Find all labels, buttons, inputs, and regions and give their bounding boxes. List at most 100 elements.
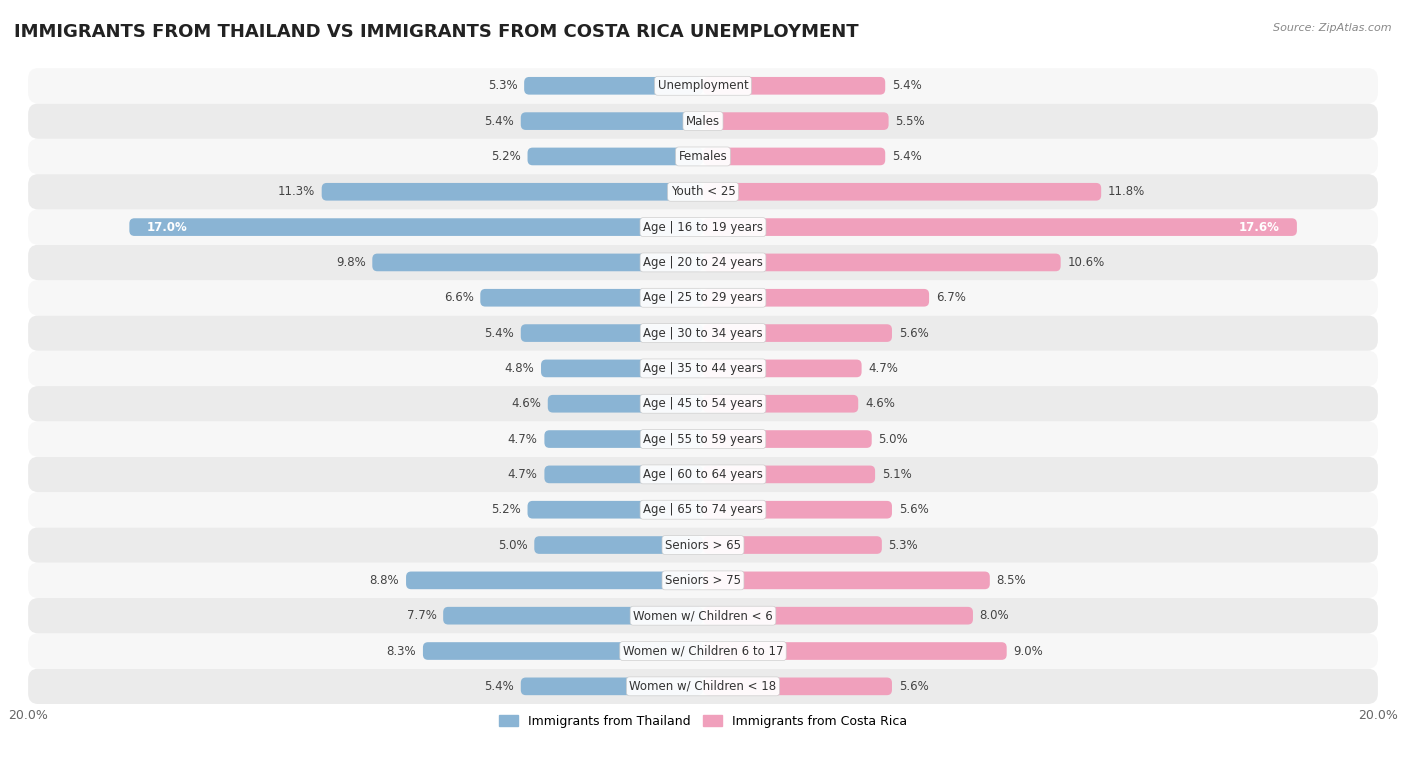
Text: 6.7%: 6.7% — [936, 291, 966, 304]
Text: 5.4%: 5.4% — [484, 114, 515, 128]
Text: 7.7%: 7.7% — [406, 609, 436, 622]
FancyBboxPatch shape — [703, 218, 1296, 236]
FancyBboxPatch shape — [524, 77, 703, 95]
Text: 17.0%: 17.0% — [146, 220, 187, 234]
Text: Unemployment: Unemployment — [658, 79, 748, 92]
Text: 4.7%: 4.7% — [869, 362, 898, 375]
Text: 17.6%: 17.6% — [1239, 220, 1279, 234]
FancyBboxPatch shape — [703, 148, 886, 165]
FancyBboxPatch shape — [28, 68, 1378, 104]
FancyBboxPatch shape — [28, 528, 1378, 562]
Text: 11.3%: 11.3% — [278, 185, 315, 198]
FancyBboxPatch shape — [28, 210, 1378, 245]
Text: 5.2%: 5.2% — [491, 503, 520, 516]
FancyBboxPatch shape — [703, 607, 973, 625]
Text: 6.6%: 6.6% — [444, 291, 474, 304]
Text: 9.8%: 9.8% — [336, 256, 366, 269]
Text: 8.8%: 8.8% — [370, 574, 399, 587]
Text: Age | 65 to 74 years: Age | 65 to 74 years — [643, 503, 763, 516]
FancyBboxPatch shape — [129, 218, 703, 236]
FancyBboxPatch shape — [28, 634, 1378, 668]
Text: Age | 60 to 64 years: Age | 60 to 64 years — [643, 468, 763, 481]
Text: 4.6%: 4.6% — [865, 397, 894, 410]
FancyBboxPatch shape — [527, 501, 703, 519]
Text: 9.0%: 9.0% — [1014, 644, 1043, 658]
Text: Age | 55 to 59 years: Age | 55 to 59 years — [643, 432, 763, 446]
FancyBboxPatch shape — [28, 598, 1378, 634]
Text: Youth < 25: Youth < 25 — [671, 185, 735, 198]
FancyBboxPatch shape — [520, 678, 703, 695]
Text: Age | 25 to 29 years: Age | 25 to 29 years — [643, 291, 763, 304]
FancyBboxPatch shape — [703, 254, 1060, 271]
FancyBboxPatch shape — [28, 562, 1378, 598]
FancyBboxPatch shape — [548, 395, 703, 413]
FancyBboxPatch shape — [520, 112, 703, 130]
Text: 5.6%: 5.6% — [898, 503, 928, 516]
FancyBboxPatch shape — [28, 350, 1378, 386]
Text: Age | 35 to 44 years: Age | 35 to 44 years — [643, 362, 763, 375]
FancyBboxPatch shape — [544, 430, 703, 448]
Text: Women w/ Children < 6: Women w/ Children < 6 — [633, 609, 773, 622]
FancyBboxPatch shape — [703, 678, 891, 695]
FancyBboxPatch shape — [534, 536, 703, 554]
FancyBboxPatch shape — [520, 324, 703, 342]
Text: 5.0%: 5.0% — [879, 432, 908, 446]
FancyBboxPatch shape — [703, 642, 1007, 660]
Legend: Immigrants from Thailand, Immigrants from Costa Rica: Immigrants from Thailand, Immigrants fro… — [494, 710, 912, 733]
FancyBboxPatch shape — [28, 668, 1378, 704]
Text: 5.0%: 5.0% — [498, 538, 527, 552]
Text: 5.6%: 5.6% — [898, 326, 928, 340]
Text: 5.5%: 5.5% — [896, 114, 925, 128]
FancyBboxPatch shape — [703, 77, 886, 95]
Text: 10.6%: 10.6% — [1067, 256, 1105, 269]
FancyBboxPatch shape — [703, 430, 872, 448]
FancyBboxPatch shape — [481, 289, 703, 307]
FancyBboxPatch shape — [373, 254, 703, 271]
Text: Seniors > 75: Seniors > 75 — [665, 574, 741, 587]
Text: Females: Females — [679, 150, 727, 163]
Text: Women w/ Children 6 to 17: Women w/ Children 6 to 17 — [623, 644, 783, 658]
Text: Women w/ Children < 18: Women w/ Children < 18 — [630, 680, 776, 693]
Text: Age | 30 to 34 years: Age | 30 to 34 years — [643, 326, 763, 340]
FancyBboxPatch shape — [28, 174, 1378, 210]
FancyBboxPatch shape — [28, 104, 1378, 139]
Text: 5.1%: 5.1% — [882, 468, 911, 481]
Text: IMMIGRANTS FROM THAILAND VS IMMIGRANTS FROM COSTA RICA UNEMPLOYMENT: IMMIGRANTS FROM THAILAND VS IMMIGRANTS F… — [14, 23, 859, 41]
Text: 5.6%: 5.6% — [898, 680, 928, 693]
FancyBboxPatch shape — [28, 280, 1378, 316]
FancyBboxPatch shape — [28, 139, 1378, 174]
FancyBboxPatch shape — [28, 456, 1378, 492]
Text: 4.7%: 4.7% — [508, 432, 537, 446]
Text: 5.4%: 5.4% — [484, 680, 515, 693]
FancyBboxPatch shape — [703, 536, 882, 554]
FancyBboxPatch shape — [28, 492, 1378, 528]
Text: 8.3%: 8.3% — [387, 644, 416, 658]
Text: 5.4%: 5.4% — [891, 79, 922, 92]
Text: 11.8%: 11.8% — [1108, 185, 1144, 198]
Text: 5.3%: 5.3% — [889, 538, 918, 552]
FancyBboxPatch shape — [703, 183, 1101, 201]
FancyBboxPatch shape — [703, 466, 875, 483]
Text: 8.5%: 8.5% — [997, 574, 1026, 587]
FancyBboxPatch shape — [322, 183, 703, 201]
FancyBboxPatch shape — [28, 422, 1378, 456]
Text: 4.7%: 4.7% — [508, 468, 537, 481]
FancyBboxPatch shape — [541, 360, 703, 377]
Text: 4.6%: 4.6% — [512, 397, 541, 410]
Text: Males: Males — [686, 114, 720, 128]
FancyBboxPatch shape — [28, 245, 1378, 280]
FancyBboxPatch shape — [28, 386, 1378, 422]
Text: Age | 45 to 54 years: Age | 45 to 54 years — [643, 397, 763, 410]
FancyBboxPatch shape — [703, 324, 891, 342]
FancyBboxPatch shape — [406, 572, 703, 589]
FancyBboxPatch shape — [28, 316, 1378, 350]
FancyBboxPatch shape — [527, 148, 703, 165]
FancyBboxPatch shape — [443, 607, 703, 625]
Text: Seniors > 65: Seniors > 65 — [665, 538, 741, 552]
FancyBboxPatch shape — [703, 572, 990, 589]
Text: 5.4%: 5.4% — [891, 150, 922, 163]
FancyBboxPatch shape — [703, 112, 889, 130]
FancyBboxPatch shape — [703, 395, 858, 413]
Text: 5.2%: 5.2% — [491, 150, 520, 163]
Text: Age | 16 to 19 years: Age | 16 to 19 years — [643, 220, 763, 234]
